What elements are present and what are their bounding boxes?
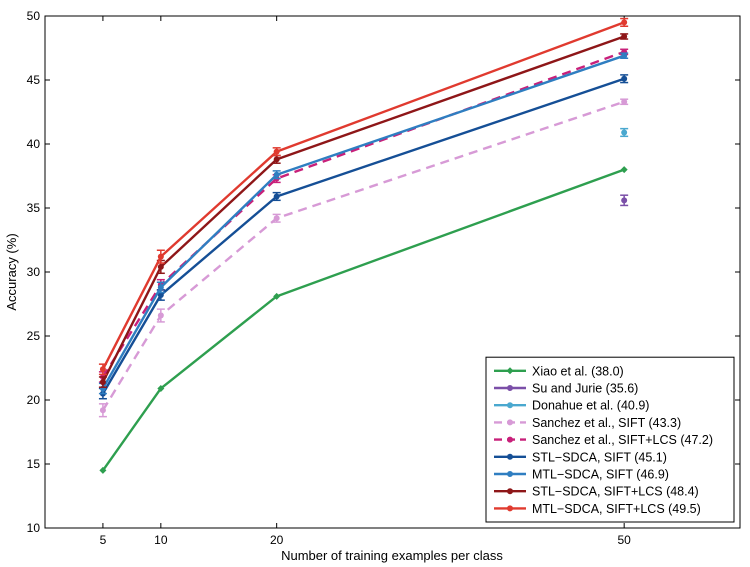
data-point [506, 367, 514, 375]
y-tick-label: 30 [27, 265, 41, 279]
legend-item: STL−SDCA, SIFT+LCS (48.4) [494, 485, 699, 499]
series-group [98, 74, 629, 400]
y-tick-label: 25 [27, 329, 41, 343]
y-tick-label: 10 [27, 521, 41, 535]
axes: 5 10 20 50 10 15 20 25 30 35 40 45 50 [27, 9, 740, 547]
legend-label: MTL−SDCA, SIFT+LCS (49.5) [532, 502, 701, 516]
series-line [101, 168, 625, 472]
y-tick-label: 40 [27, 137, 41, 151]
data-point [157, 263, 164, 270]
series-line [101, 21, 625, 370]
legend-item: MTL−SDCA, SIFT (46.9) [494, 468, 669, 482]
legend-label: Xiao et al. (38.0) [532, 364, 624, 378]
data-point [507, 436, 513, 443]
legend-label: STL−SDCA, SIFT+LCS (48.4) [532, 485, 699, 499]
data-point [157, 292, 164, 299]
legend-box [485, 356, 735, 523]
series-group [98, 52, 629, 395]
series-group [98, 17, 629, 376]
y-tick-label: 20 [27, 393, 41, 407]
data-point [157, 312, 164, 319]
series-line [101, 100, 625, 411]
series-line [101, 54, 625, 390]
data-point [507, 505, 513, 512]
data-point [99, 407, 106, 414]
legend-label: MTL−SDCA, SIFT (46.9) [532, 468, 669, 482]
data-point [507, 419, 513, 426]
y-tick-label: 35 [27, 201, 41, 215]
data-point [621, 75, 628, 82]
x-tick-label: 20 [270, 533, 284, 547]
data-point [620, 166, 628, 174]
data-point [99, 379, 106, 386]
y-tick-label: 50 [27, 9, 41, 23]
series-group [620, 127, 629, 138]
series-line [101, 35, 625, 383]
legend-item: Su and Jurie (35.6) [494, 382, 638, 396]
data-point [157, 384, 165, 392]
series-line [101, 77, 625, 395]
data-point [507, 402, 513, 409]
x-tick-label: 50 [617, 533, 631, 547]
data-point [273, 215, 280, 222]
data-point [99, 466, 107, 474]
legend-item: Sanchez et al., SIFT+LCS (47.2) [494, 433, 713, 447]
legend-item: STL−SDCA, SIFT (45.1) [494, 450, 667, 464]
legend: Xiao et al. (38.0) Su and Jurie (35.6) Don… [485, 356, 735, 523]
data-point [507, 488, 513, 495]
data-point [273, 171, 280, 178]
data-point [273, 292, 281, 300]
legend-item: Xiao et al. (38.0) [494, 364, 624, 378]
legend-label: STL−SDCA, SIFT (45.1) [532, 450, 667, 464]
y-axis-label: Accuracy (%) [4, 233, 19, 310]
series-group [98, 33, 629, 388]
legend-label: Sanchez et al., SIFT+LCS (47.2) [532, 433, 713, 447]
legend-label: Sanchez et al., SIFT (43.3) [532, 416, 681, 430]
x-axis-label: Number of training examples per class [281, 548, 503, 563]
data-point [507, 453, 513, 460]
series-layer [98, 17, 629, 474]
y-tick-label: 45 [27, 73, 41, 87]
legend-item: Donahue et al. (40.9) [494, 399, 649, 413]
data-point [273, 148, 280, 155]
series-group [98, 98, 629, 418]
data-point [621, 33, 628, 40]
x-tick-label: 10 [154, 533, 168, 547]
data-point [99, 366, 106, 373]
data-point [273, 193, 280, 200]
legend-label: Su and Jurie (35.6) [532, 382, 638, 396]
legend-item: MTL−SDCA, SIFT+LCS (49.5) [494, 502, 701, 516]
x-tick-label: 5 [100, 533, 107, 547]
y-tick-label: 15 [27, 457, 41, 471]
series-group [620, 194, 629, 207]
data-point [507, 471, 513, 477]
legend-label: Donahue et al. (40.9) [532, 399, 649, 413]
data-point [157, 284, 164, 291]
data-point [621, 19, 628, 26]
data-point [621, 197, 628, 204]
data-point [621, 129, 628, 136]
data-point [621, 98, 628, 105]
legend-item: Sanchez et al., SIFT (43.3) [494, 416, 681, 430]
data-point [621, 52, 628, 59]
data-point [157, 253, 164, 260]
data-point [273, 156, 280, 163]
data-point [507, 385, 513, 391]
series-group [99, 166, 628, 474]
